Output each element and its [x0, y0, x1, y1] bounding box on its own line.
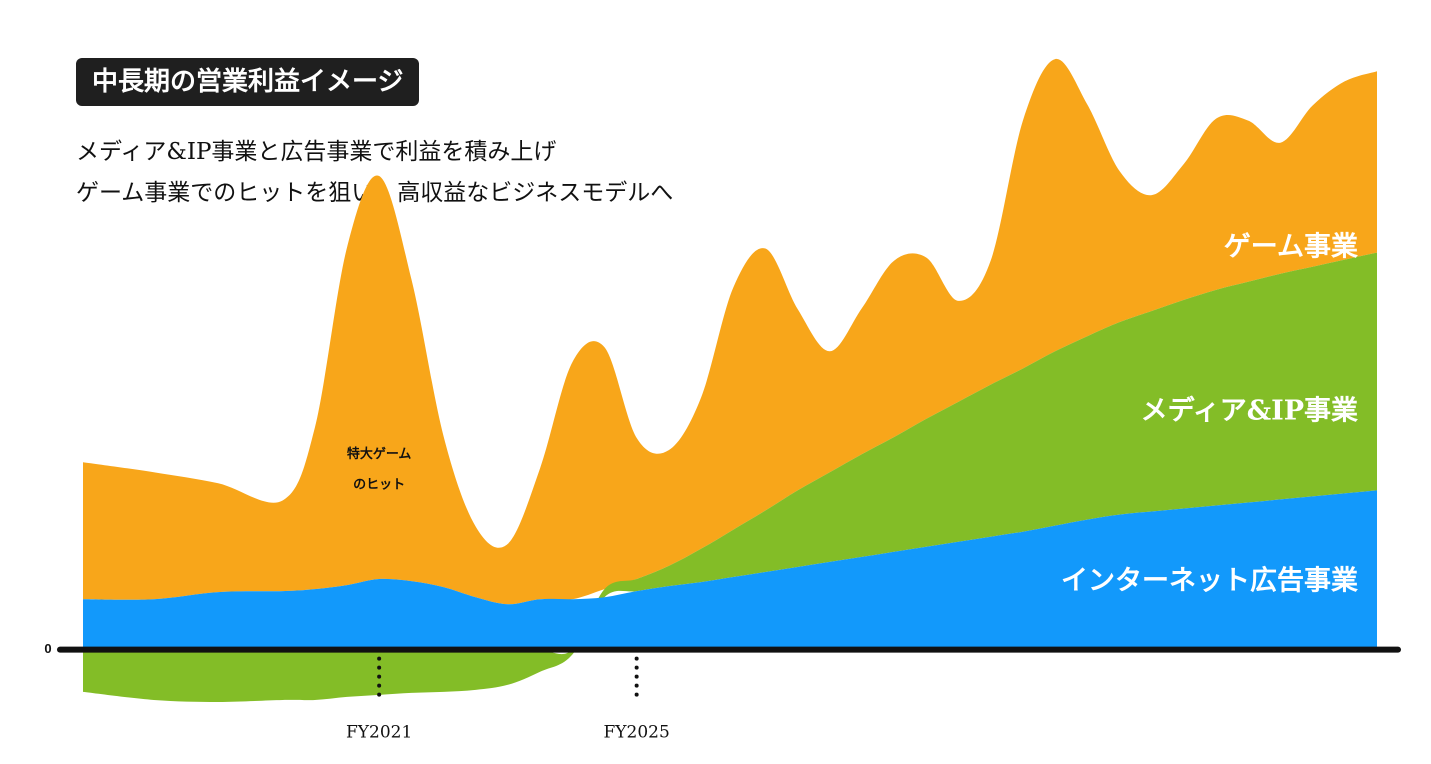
subtitle-line-1: メディア&IP事業と広告事業で利益を積み上げ — [76, 139, 557, 165]
series-labels: インターネット広告事業 メディア&IP事業 ゲーム事業 — [1061, 232, 1358, 597]
series-label-game: ゲーム事業 — [1224, 232, 1358, 263]
annotation-1: 特大ゲーム — [347, 446, 412, 462]
tick-label-fy2021: FY2021 — [346, 723, 412, 743]
series-label-media-ip: メディア&IP事業 — [1141, 395, 1358, 427]
series-label-ad: インターネット広告事業 — [1061, 565, 1358, 597]
annotation-2: のヒット — [353, 477, 405, 492]
page-title: 中長期の営業利益イメージ — [76, 58, 420, 106]
tick-label-fy2025: FY2025 — [604, 723, 670, 743]
zero-label: 0 — [44, 641, 51, 656]
ad-area — [83, 490, 1377, 650]
x-ticks: FY2021 FY2025 — [346, 656, 670, 743]
media-ip-area — [83, 252, 1377, 702]
game-area — [83, 58, 1377, 605]
chart-areas — [83, 58, 1377, 702]
